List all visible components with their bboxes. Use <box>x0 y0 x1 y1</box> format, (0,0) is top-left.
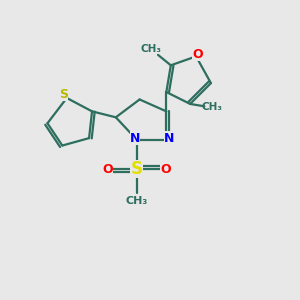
Text: CH₃: CH₃ <box>141 44 162 54</box>
Text: O: O <box>102 163 113 176</box>
Text: CH₃: CH₃ <box>202 102 223 112</box>
Text: CH₃: CH₃ <box>125 196 148 206</box>
Text: S: S <box>59 88 68 101</box>
Text: N: N <box>130 132 140 145</box>
Text: O: O <box>160 163 171 176</box>
Text: N: N <box>164 132 175 145</box>
Text: S: S <box>130 160 142 178</box>
Text: O: O <box>192 48 203 61</box>
